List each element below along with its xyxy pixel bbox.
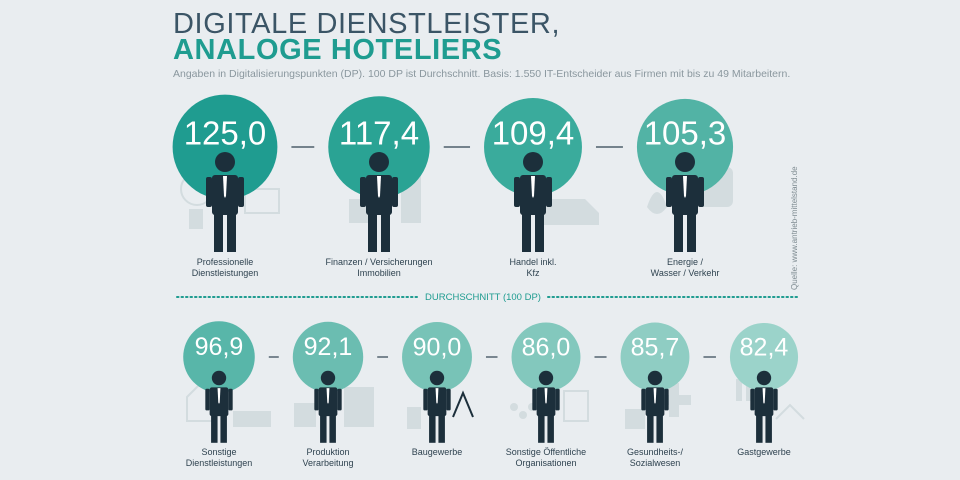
category-label: Baugewerbe: [412, 447, 463, 457]
category-label: Immobilien: [357, 268, 401, 278]
category-label: Dienstleistungen: [192, 268, 259, 278]
person-figure: [750, 370, 778, 443]
value-circle: [328, 96, 430, 198]
subtitle: Angaben in Digitalisierungspunkten (DP).…: [173, 68, 791, 80]
sector-item: 90,0 Baugewerbe: [402, 322, 474, 457]
value-label: 109,4: [492, 115, 575, 152]
value-label: 105,3: [644, 115, 727, 152]
value-circle: [402, 322, 472, 392]
category-label: Handel inkl.: [509, 257, 556, 267]
value-label: 117,4: [339, 114, 419, 151]
sector-item: 82,4 Gastgewerbe: [729, 322, 805, 457]
category-label: Gastgewerbe: [737, 447, 791, 457]
category-label: Organisationen: [515, 458, 576, 468]
person-figure: [532, 370, 560, 443]
sector-item: 85,7 Gesundheits-/Sozialwesen: [620, 322, 691, 468]
sector-item: 109,4 Handel inkl.Kfz: [484, 98, 599, 278]
category-label: Energie /: [667, 257, 704, 267]
value-circle: [292, 321, 364, 393]
value-label: 86,0: [522, 333, 571, 361]
category-label: Sozialwesen: [630, 458, 681, 468]
category-label: Gesundheits-/: [627, 447, 684, 457]
title-line-1: DIGITALE DIENSTLEISTER,: [173, 8, 561, 40]
person-figure: [360, 152, 398, 252]
category-label: Finanzen / Versicherungen: [325, 257, 432, 267]
category-label: Professionelle: [197, 257, 254, 267]
person-figure: [205, 370, 233, 443]
category-label: Sonstige: [201, 447, 236, 457]
category-label: Verarbeitung: [302, 458, 353, 468]
value-circle: [511, 322, 581, 392]
category-label: Dienstleistungen: [186, 458, 253, 468]
category-label: Produktion: [306, 447, 349, 457]
value-label: 90,0: [413, 333, 462, 361]
value-label: 96,9: [195, 333, 244, 361]
value-circle: [484, 98, 582, 196]
sector-item: 105,3 Energie /Wasser / Verkehr: [636, 98, 734, 278]
value-circle: [172, 94, 278, 200]
category-label: Sonstige Öffentliche: [506, 447, 586, 457]
title-line-2: ANALOGE HOTELIERS: [173, 34, 503, 66]
value-circle: [636, 98, 734, 196]
person-figure: [641, 370, 669, 443]
average-label: DURCHSCHNITT (100 DP): [425, 292, 541, 303]
category-label: Wasser / Verkehr: [651, 268, 720, 278]
value-circle: [183, 321, 255, 393]
category-label: Kfz: [526, 268, 540, 278]
value-label: 92,1: [304, 333, 353, 361]
value-circle: [620, 322, 690, 392]
person-figure: [314, 370, 342, 443]
document-icon: [189, 209, 203, 229]
person-figure: [206, 152, 244, 252]
person-figure: [514, 152, 552, 252]
value-circle: [729, 322, 799, 392]
person-figure: [666, 152, 704, 252]
value-label: 85,7: [631, 333, 680, 361]
value-label: 125,0: [184, 114, 267, 151]
value-label: 82,4: [740, 333, 789, 361]
person-figure: [423, 370, 451, 443]
